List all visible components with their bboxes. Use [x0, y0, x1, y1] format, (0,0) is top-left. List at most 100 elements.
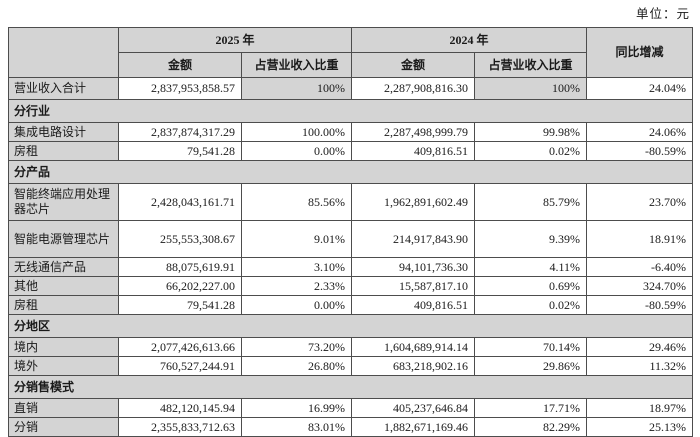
table-row: 境外 760,527,244.91 26.80% 683,218,902.16 29.8…: [8, 356, 694, 376]
ratio-2025: 16.99%: [240, 398, 353, 418]
amount-2025: 482,120,145.94: [118, 398, 242, 418]
ratio-2024: 9.39%: [474, 220, 588, 258]
amount-2025: 88,075,619.91: [118, 257, 242, 277]
section-row: 分销售模式: [7, 375, 694, 399]
amount-2025: 2,428,043,161.71: [118, 183, 242, 221]
row-label: 集成电路设计: [8, 122, 119, 142]
ratio-2024: 100%: [474, 77, 588, 100]
amount-2025-header: 金额: [118, 52, 242, 78]
table-row: 其他 66,202,227.00 2.33% 15,587,817.10 0.69% 32…: [8, 276, 694, 296]
row-label: 其他: [8, 276, 119, 296]
row-label: 分销: [8, 417, 119, 437]
ratio-2025: 26.80%: [240, 356, 353, 376]
ratio-2025: 73.20%: [240, 337, 353, 357]
ratio-2025: 3.10%: [240, 257, 353, 277]
amount-2025: 760,527,244.91: [118, 356, 242, 376]
table-header: 2025 年 2024 年 同比增减 金额 占营业收入比重 金额 占营业收入比重: [8, 27, 694, 78]
section-label: 分产品: [7, 160, 694, 184]
amount-2025: 255,553,308.67: [118, 220, 242, 258]
ratio-2025: 9.01%: [240, 220, 353, 258]
yoy-change: -80.59%: [586, 295, 694, 315]
year-2025-header: 2025 年: [117, 27, 353, 53]
row-label: 房租: [8, 141, 119, 161]
section-row: 分产品: [7, 160, 694, 184]
yoy-change: 24.04%: [586, 77, 694, 100]
amount-2024: 214,917,843.90: [351, 220, 476, 258]
ratio-2025: 85.56%: [240, 183, 353, 221]
ratio-2024: 85.79%: [474, 183, 588, 221]
row-label: 直销: [8, 398, 119, 418]
section-row: 分行业: [7, 99, 694, 123]
yoy-change: 18.97%: [586, 398, 694, 418]
yoy-change: -80.59%: [586, 141, 694, 161]
ratio-2024: 29.86%: [474, 356, 588, 376]
ratio-2024: 0.02%: [474, 141, 588, 161]
amount-2024: 405,237,646.84: [351, 398, 476, 418]
ratio-2024: 82.29%: [474, 417, 588, 437]
amount-2025: 2,355,833,712.63: [118, 417, 242, 437]
yoy-header: 同比增减: [586, 27, 694, 78]
row-label: 境内: [8, 337, 119, 357]
ratio-2024: 99.98%: [474, 122, 588, 142]
table-row: 无线通信产品 88,075,619.91 3.10% 94,101,736.30 4.1…: [8, 257, 694, 277]
blank-header-cell: [8, 27, 119, 78]
ratio-2024: 17.71%: [474, 398, 588, 418]
table-row: 智能终端应用处理器芯片 2,428,043,161.71 85.56% 1,962,8…: [8, 183, 694, 221]
amount-2025: 66,202,227.00: [118, 276, 242, 296]
ratio-2024-header: 占营业收入比重: [474, 52, 588, 78]
year-2024-header: 2024 年: [351, 27, 588, 53]
table-row: 房租 79,541.28 0.00% 409,816.51 0.02% -80.59%: [8, 141, 694, 161]
table-row: 分销 2,355,833,712.63 83.01% 1,882,671,169.46…: [8, 417, 694, 437]
amount-2024: 15,587,817.10: [351, 276, 476, 296]
row-label: 无线通信产品: [8, 257, 119, 277]
amount-2024-header: 金额: [351, 52, 476, 78]
yoy-change: -6.40%: [586, 257, 694, 277]
amount-2024: 2,287,908,816.30: [351, 77, 476, 100]
row-label: 营业收入合计: [8, 77, 119, 100]
amount-2025: 79,541.28: [118, 141, 242, 161]
table-row: 集成电路设计 2,837,874,317.29 100.00% 2,287,498,9…: [8, 122, 694, 142]
unit-label: 单位：元: [635, 7, 690, 21]
amount-2025: 2,837,874,317.29: [118, 122, 242, 142]
ratio-2024: 0.69%: [474, 276, 588, 296]
yoy-change: 324.70%: [586, 276, 694, 296]
ratio-2024: 70.14%: [474, 337, 588, 357]
amount-2024: 94,101,736.30: [351, 257, 476, 277]
yoy-change: 25.13%: [586, 417, 694, 437]
table-row: 智能电源管理芯片 255,553,308.67 9.01% 214,917,843.9…: [8, 220, 694, 258]
row-label: 境外: [8, 356, 119, 376]
amount-2024: 1,882,671,169.46: [351, 417, 476, 437]
section-row: 分地区: [7, 314, 694, 338]
ratio-2025: 0.00%: [240, 141, 353, 161]
amount-2025: 2,077,426,613.66: [118, 337, 242, 357]
yoy-change: 11.32%: [586, 356, 694, 376]
section-label: 分行业: [7, 99, 694, 123]
table-row: 房租 79,541.28 0.00% 409,816.51 0.02% -80.59%: [8, 295, 694, 315]
amount-2024: 683,218,902.16: [351, 356, 476, 376]
amount-2024: 409,816.51: [351, 141, 476, 161]
ratio-2024: 4.11%: [474, 257, 588, 277]
yoy-change: 24.06%: [586, 122, 694, 142]
table-row: 境内 2,077,426,613.66 73.20% 1,604,689,914.14…: [8, 337, 694, 357]
ratio-2025: 0.00%: [240, 295, 353, 315]
ratio-2025-header: 占营业收入比重: [240, 52, 353, 78]
row-label: 房租: [8, 295, 119, 315]
yoy-change: 29.46%: [586, 337, 694, 357]
ratio-2025: 83.01%: [240, 417, 353, 437]
table-body: 营业收入合计 2,837,953,858.57 100% 2,287,908,816.…: [7, 77, 694, 437]
row-label: 智能电源管理芯片: [8, 220, 119, 258]
amount-2024: 409,816.51: [351, 295, 476, 315]
total-row: 营业收入合计 2,837,953,858.57 100% 2,287,908,816.…: [8, 77, 694, 100]
amount-2024: 1,962,891,602.49: [351, 183, 476, 221]
table-row: 直销 482,120,145.94 16.99% 405,237,646.84 17.7…: [8, 398, 694, 418]
ratio-2025: 100.00%: [240, 122, 353, 142]
ratio-2025: 100%: [240, 77, 353, 100]
ratio-2024: 0.02%: [474, 295, 588, 315]
yoy-change: 23.70%: [586, 183, 694, 221]
revenue-breakdown-table: 2025 年 2024 年 同比增减 金额 占营业收入比重 金额 占营业收入比重…: [7, 27, 694, 437]
amount-2024: 1,604,689,914.14: [351, 337, 476, 357]
section-label: 分销售模式: [7, 375, 694, 399]
amount-2025: 79,541.28: [118, 295, 242, 315]
row-label: 智能终端应用处理器芯片: [8, 183, 119, 221]
ratio-2025: 2.33%: [240, 276, 353, 296]
